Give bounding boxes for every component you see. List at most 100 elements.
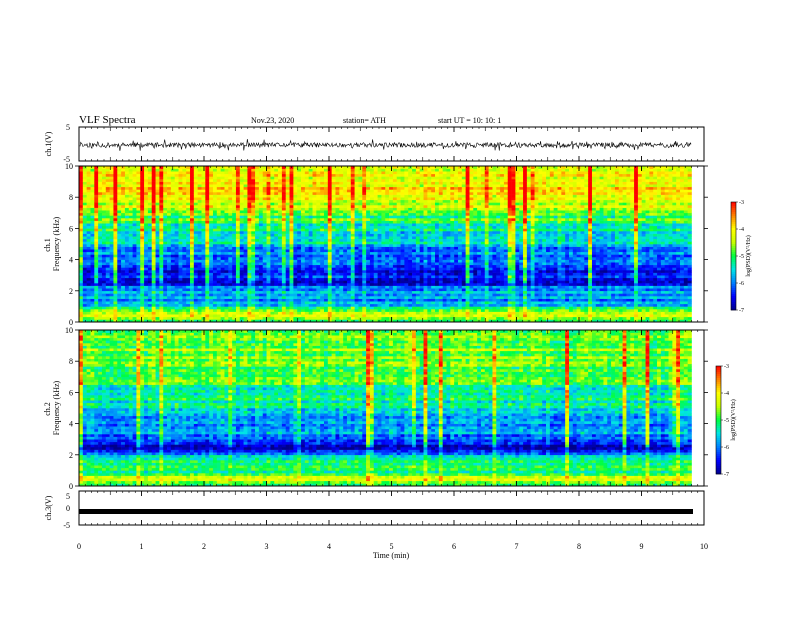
spectrogram-cell	[129, 241, 133, 244]
spectrogram-cell	[156, 317, 160, 320]
spectrogram-cell	[228, 171, 232, 174]
spectrogram-cell	[133, 189, 137, 192]
spectrogram-cell	[110, 195, 114, 198]
spectrogram-cell	[140, 299, 144, 302]
spectrogram-cell	[156, 218, 160, 221]
spectrogram-cell	[121, 309, 125, 312]
spectrogram-cell	[198, 306, 202, 309]
spectrogram-cell	[182, 260, 186, 263]
spectrogram-cell	[113, 306, 117, 309]
spectrogram-cell	[228, 278, 232, 281]
spectrogram-cell	[148, 197, 152, 200]
spectrogram-cell	[113, 293, 117, 296]
spectrogram-cell	[186, 286, 190, 289]
spectrogram-cell	[121, 275, 125, 278]
spectrogram-cell	[228, 265, 232, 268]
spectrogram-cell	[209, 228, 213, 231]
spectrogram-cell	[236, 299, 240, 302]
spectrogram-cell	[232, 273, 236, 276]
spectrogram-cell	[90, 296, 94, 299]
spectrogram-cell	[221, 202, 225, 205]
spectrogram-cell	[190, 267, 194, 270]
spectrogram-cell	[175, 275, 179, 278]
spectrogram-cell	[247, 265, 251, 268]
spectrogram-cell	[136, 304, 140, 307]
spectrogram-cell	[106, 202, 110, 205]
spectrogram-cell	[144, 210, 148, 213]
spectrogram-cell	[167, 254, 171, 257]
spectrogram-cell	[144, 278, 148, 281]
spectrogram-cell	[113, 169, 117, 172]
spectrogram-cell	[152, 291, 156, 294]
spectrogram-cell	[171, 309, 175, 312]
spectrogram-cell	[125, 226, 129, 229]
spectrogram-cell	[129, 187, 133, 190]
spectrogram-cell	[117, 317, 121, 320]
spectrogram-cell	[171, 293, 175, 296]
spectrogram-cell	[217, 260, 221, 263]
spectrogram-cell	[113, 234, 117, 237]
spectrogram-cell	[133, 260, 137, 263]
spectrogram-cell	[152, 262, 156, 265]
spectrogram-cell	[244, 247, 248, 250]
spectrogram-cell	[140, 296, 144, 299]
spectrogram-cell	[106, 252, 110, 255]
spectrogram-cell	[205, 270, 209, 273]
spectrogram-cell	[117, 231, 121, 234]
spectrogram-cell	[205, 260, 209, 263]
spectrogram-cell	[113, 314, 117, 317]
spectrogram-cell	[79, 187, 83, 190]
spectrogram-cell	[125, 184, 129, 187]
spectrogram-cell	[133, 200, 137, 203]
spectrogram-cell	[228, 286, 232, 289]
spectrogram-cell	[209, 304, 213, 307]
spectrogram-cell	[152, 192, 156, 195]
spectrogram-cell	[125, 202, 129, 205]
spectrogram-cell	[79, 236, 83, 239]
spectrogram-cell	[140, 179, 144, 182]
spectrogram-cell	[205, 205, 209, 208]
spectrogram-cell	[179, 273, 183, 276]
spectrogram-cell	[87, 223, 91, 226]
spectrogram-cell	[140, 176, 144, 179]
spectrogram-cell	[182, 197, 186, 200]
spectrogram-cell	[240, 314, 244, 317]
spectrogram-cell	[209, 239, 213, 242]
spectrogram-cell	[117, 184, 121, 187]
spectrogram-cell	[110, 262, 114, 265]
spectrogram-cell	[113, 215, 117, 218]
spectrogram-cell	[175, 286, 179, 289]
spectrogram-cell	[140, 174, 144, 177]
spectrogram-cell	[156, 291, 160, 294]
spectrogram-cell	[194, 182, 198, 185]
spectrogram-cell	[224, 171, 228, 174]
spectrogram-cell	[129, 286, 133, 289]
spectrogram-cell	[106, 249, 110, 252]
spectrogram-cell	[179, 174, 183, 177]
spectrogram-cell	[202, 215, 206, 218]
spectrogram-cell	[87, 314, 91, 317]
spectrogram-cell	[202, 210, 206, 213]
spectrogram-cell	[232, 275, 236, 278]
spectrogram-cell	[102, 262, 106, 265]
spectrogram-cell	[140, 262, 144, 265]
spectrogram-cell	[194, 301, 198, 304]
spectrogram-cell	[156, 293, 160, 296]
spectrogram-cell	[240, 283, 244, 286]
spectrogram-cell	[202, 296, 206, 299]
spectrogram-cell	[186, 252, 190, 255]
spectrogram-cell	[194, 197, 198, 200]
spectrogram-cell	[198, 213, 202, 216]
spectrogram-cell	[224, 169, 228, 172]
spectrogram-cell	[113, 267, 117, 270]
spectrogram-cell	[144, 265, 148, 268]
spectrogram-cell	[182, 278, 186, 281]
spectrogram-cell	[98, 228, 102, 231]
spectrogram-cell	[224, 176, 228, 179]
spectrogram-cell	[121, 189, 125, 192]
spectrogram-cell	[125, 317, 129, 320]
spectrogram-cell	[117, 280, 121, 283]
spectrogram-cell	[159, 192, 163, 195]
spectrogram-cell	[186, 221, 190, 224]
spectrogram-cell	[83, 215, 87, 218]
